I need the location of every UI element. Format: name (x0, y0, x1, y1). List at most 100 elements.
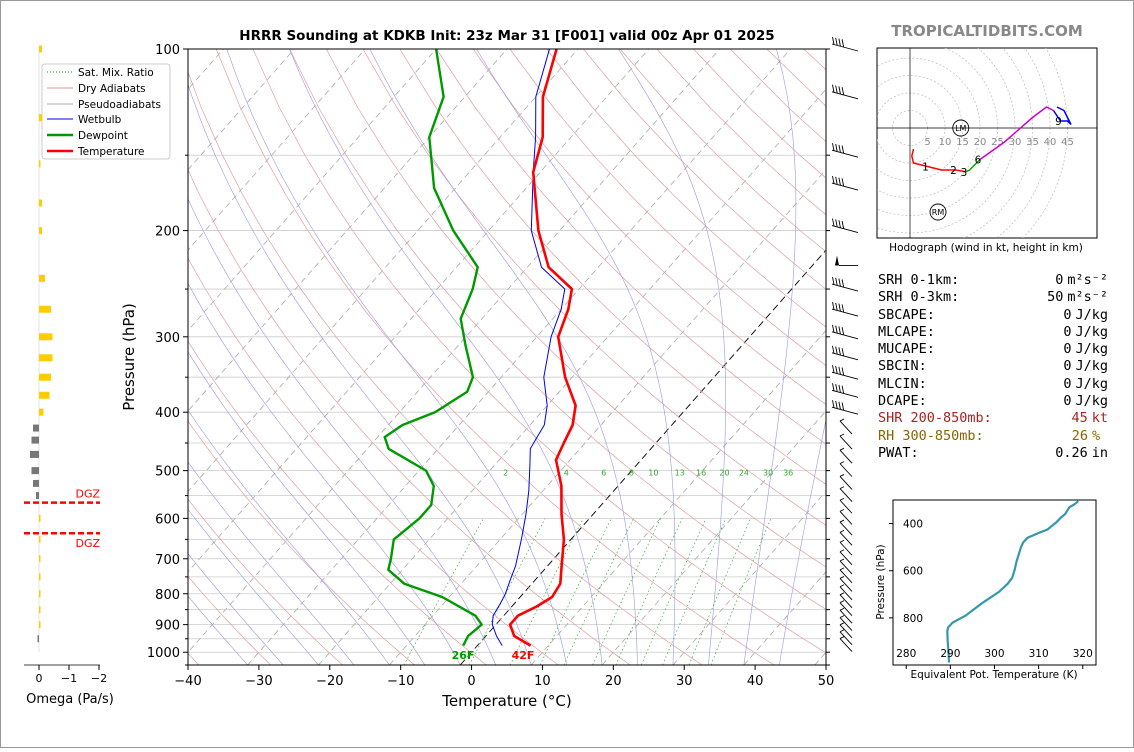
thetae-x-axis-label: Equivalent Pot. Temperature (K) (910, 669, 1077, 681)
omega-bar (39, 392, 50, 399)
legend-item-pseudo: Pseudoadiabats (78, 99, 161, 111)
index-unit: J/kg (1071, 358, 1108, 375)
omega-bar (39, 374, 51, 381)
omega-bar (39, 606, 41, 613)
y-tick-label: 100 (155, 43, 180, 58)
omega-bar (39, 354, 53, 361)
index-label: SRH 0-1km: (878, 272, 1010, 289)
index-unit: m²s⁻² (1063, 272, 1108, 289)
dgz-label: DGZ (75, 488, 100, 501)
legend-item-temperature: Temperature (77, 146, 145, 158)
index-label: MUCAPE: (878, 341, 1016, 358)
y-tick-label: 200 (155, 225, 180, 240)
omega-bar (39, 46, 42, 53)
omega-bar (39, 306, 51, 313)
mixing-ratio-label: 20 (719, 468, 729, 477)
y-tick-label: 900 (155, 619, 180, 634)
index-value: 0 (1010, 272, 1063, 289)
storm-motion-label: RM (932, 208, 945, 217)
hodo-ring-label: 15 (956, 137, 969, 148)
omega-bar (30, 451, 39, 458)
omega-bar (39, 536, 41, 543)
mixing-ratio-label: 8 (629, 468, 634, 477)
hodo-ring-label: 20 (974, 137, 987, 148)
mixing-ratio-label: 6 (601, 468, 606, 477)
index-label: SHR 200-850mb: (878, 410, 1028, 427)
dgz-label: DGZ (75, 537, 100, 550)
omega-bar (39, 160, 41, 167)
index-row: RH 300-850mb:26% (878, 428, 1108, 445)
index-value: 0.26 (1028, 445, 1088, 462)
omega-bar (38, 635, 40, 642)
legend-item-dewpoint: Dewpoint (78, 130, 128, 142)
mixing-ratio-label: 2 (503, 468, 508, 477)
hodo-ring-label: 5 (924, 137, 930, 148)
index-value: 0 (1016, 307, 1071, 324)
x-tick-label: −40 (174, 674, 201, 689)
index-label: DCAPE: (878, 393, 1016, 410)
x-tick-label: 0 (467, 674, 475, 689)
index-label: SBCAPE: (878, 307, 1016, 324)
hodo-ring-label: 40 (1044, 137, 1057, 148)
hodo-height-label: 6 (975, 155, 982, 167)
y-tick-label: 400 (155, 406, 180, 421)
index-unit: J/kg (1071, 341, 1108, 358)
omega-bar (39, 199, 42, 206)
thetae-x-tick-label: 280 (896, 648, 916, 660)
omega-bar (33, 480, 39, 487)
index-label: SBCIN: (878, 358, 1016, 375)
omega-axis-label: Omega (Pa/s) (26, 692, 114, 707)
index-label: RH 300-850mb: (878, 428, 1028, 445)
mixing-ratio-label: 16 (696, 468, 706, 477)
index-label: MLCAPE: (878, 324, 1016, 341)
y-tick-label: 500 (155, 465, 180, 480)
omega-bar (39, 573, 41, 580)
y-tick-label: 300 (155, 331, 180, 346)
omega-bar (39, 227, 42, 234)
index-unit: in (1088, 445, 1108, 462)
omega-tick-label: 0 (36, 672, 43, 685)
index-value: 26 (1028, 428, 1088, 445)
index-unit: % (1088, 428, 1100, 445)
thetae-x-tick-label: 310 (1029, 648, 1049, 660)
index-label: SRH 0-3km: (878, 289, 1010, 306)
hodograph-caption: Hodograph (wind in kt, height in km) (889, 242, 1083, 254)
index-value: 0 (1016, 324, 1071, 341)
thetae-x-tick-label: 300 (984, 648, 1004, 660)
chart-title: HRRR Sounding at KDKB Init: 23z Mar 31 [… (239, 28, 774, 44)
surface-temperature-label: 42F (512, 649, 535, 662)
omega-bar (39, 590, 41, 597)
x-tick-label: −20 (316, 674, 343, 689)
y-tick-label: 1000 (147, 646, 180, 661)
omega-bar (39, 409, 44, 416)
index-label: PWAT: (878, 445, 1028, 462)
legend-item-dry: Dry Adiabats (78, 83, 146, 95)
index-unit: J/kg (1071, 324, 1108, 341)
x-tick-label: 40 (747, 674, 764, 689)
legend-item-mixratio: Sat. Mix. Ratio (78, 67, 154, 79)
omega-bar (39, 621, 41, 628)
index-value: 50 (1010, 289, 1063, 306)
index-unit: J/kg (1071, 376, 1108, 393)
x-tick-label: 10 (534, 674, 551, 689)
omega-bar (32, 437, 40, 444)
mixing-ratio-label: 30 (763, 468, 773, 477)
omega-bar (33, 425, 39, 432)
thetae-frame (893, 500, 1096, 665)
index-unit: J/kg (1071, 307, 1108, 324)
hodo-height-label: 9 (1055, 116, 1062, 128)
hodo-height-label: 2 (950, 165, 957, 177)
omega-bar (39, 333, 53, 340)
omega-tick-label: −2 (91, 672, 107, 685)
storm-motion-label: LM (955, 124, 966, 133)
omega-bar (39, 555, 41, 562)
